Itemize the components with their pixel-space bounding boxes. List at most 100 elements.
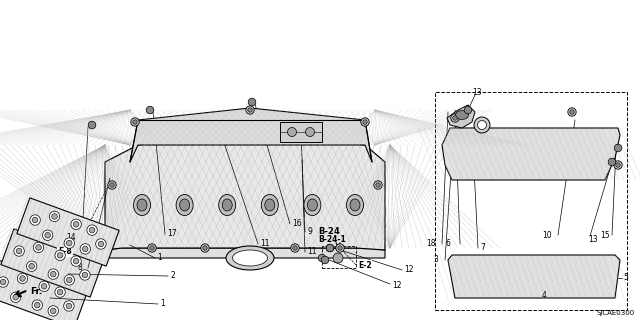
Text: 4: 4 (542, 292, 547, 300)
Circle shape (42, 230, 53, 240)
Text: 12: 12 (404, 266, 413, 275)
Text: 17: 17 (167, 229, 177, 238)
Text: 1: 1 (160, 300, 164, 308)
Circle shape (26, 261, 37, 271)
Circle shape (52, 214, 58, 219)
Ellipse shape (232, 250, 268, 266)
Circle shape (570, 110, 574, 114)
Text: 2: 2 (170, 271, 175, 281)
Circle shape (74, 221, 79, 227)
Ellipse shape (176, 195, 193, 215)
Ellipse shape (307, 199, 317, 211)
Ellipse shape (304, 195, 321, 215)
Circle shape (376, 183, 380, 187)
Circle shape (88, 121, 96, 129)
Text: 5: 5 (623, 274, 628, 283)
Circle shape (108, 181, 116, 189)
Circle shape (96, 239, 106, 249)
Circle shape (39, 281, 49, 292)
Ellipse shape (137, 199, 147, 211)
Circle shape (14, 246, 24, 256)
Circle shape (71, 256, 81, 266)
Circle shape (291, 244, 300, 252)
Circle shape (49, 211, 60, 222)
Circle shape (80, 270, 90, 280)
Circle shape (66, 303, 72, 309)
Circle shape (67, 277, 72, 283)
Circle shape (48, 306, 58, 316)
Circle shape (98, 241, 104, 247)
Ellipse shape (350, 199, 360, 211)
Text: 9: 9 (307, 228, 312, 236)
Circle shape (614, 161, 622, 169)
Circle shape (64, 275, 74, 285)
Polygon shape (448, 255, 620, 298)
Circle shape (32, 300, 42, 310)
Circle shape (333, 253, 343, 263)
Circle shape (110, 183, 114, 187)
Circle shape (17, 273, 28, 284)
Circle shape (51, 308, 56, 314)
Circle shape (608, 158, 616, 166)
Text: 13: 13 (472, 87, 482, 97)
Circle shape (87, 225, 97, 235)
Text: 16: 16 (292, 220, 301, 228)
Ellipse shape (219, 195, 236, 215)
Ellipse shape (346, 195, 364, 215)
Circle shape (363, 120, 367, 124)
Text: 8: 8 (77, 263, 82, 273)
Circle shape (51, 271, 56, 277)
Circle shape (318, 254, 326, 262)
Circle shape (201, 244, 209, 252)
Text: 13: 13 (588, 236, 598, 244)
Circle shape (336, 244, 344, 252)
Circle shape (305, 127, 314, 137)
Circle shape (374, 181, 382, 189)
Circle shape (568, 108, 576, 116)
Text: 11: 11 (307, 247, 317, 257)
Circle shape (29, 263, 35, 269)
Circle shape (293, 246, 297, 250)
Circle shape (67, 240, 72, 246)
Bar (322, 246, 356, 268)
Ellipse shape (222, 199, 232, 211)
Circle shape (71, 219, 81, 229)
Text: 18: 18 (426, 239, 436, 249)
Circle shape (146, 106, 154, 114)
Circle shape (90, 227, 95, 233)
Circle shape (326, 244, 334, 252)
Ellipse shape (456, 110, 468, 119)
Circle shape (20, 276, 26, 281)
Circle shape (30, 215, 40, 225)
Circle shape (80, 244, 90, 254)
Text: B-24-1: B-24-1 (318, 236, 346, 244)
Circle shape (55, 250, 65, 260)
Polygon shape (442, 128, 620, 180)
Text: 10: 10 (542, 230, 552, 239)
Text: 7: 7 (480, 244, 485, 252)
Circle shape (451, 114, 460, 122)
Ellipse shape (226, 246, 274, 270)
Circle shape (361, 118, 369, 126)
Polygon shape (447, 105, 475, 128)
Polygon shape (130, 108, 372, 162)
Text: Fr.: Fr. (30, 287, 42, 297)
Circle shape (0, 279, 6, 285)
Circle shape (0, 277, 8, 287)
Circle shape (203, 246, 207, 250)
Circle shape (321, 256, 329, 264)
Circle shape (74, 258, 79, 264)
Text: SJCAE0300: SJCAE0300 (596, 310, 635, 316)
Circle shape (338, 246, 342, 250)
Circle shape (150, 246, 154, 250)
Circle shape (246, 106, 254, 114)
Polygon shape (0, 260, 87, 320)
Circle shape (58, 252, 63, 258)
Circle shape (248, 98, 256, 106)
Circle shape (35, 302, 40, 308)
Circle shape (453, 116, 457, 120)
Bar (435, 92, 627, 310)
Text: 14: 14 (67, 234, 76, 243)
Circle shape (83, 246, 88, 252)
Circle shape (16, 248, 22, 254)
